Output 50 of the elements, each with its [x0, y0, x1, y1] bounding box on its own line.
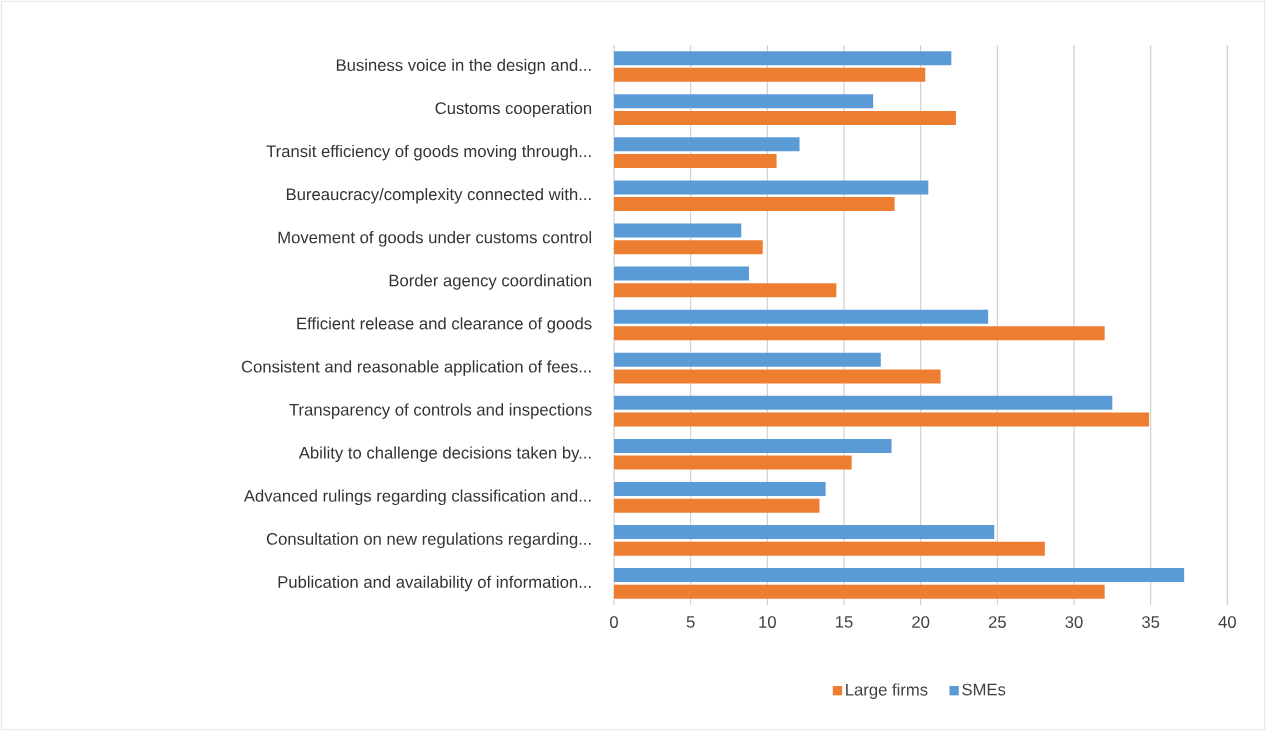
bar [614, 154, 777, 169]
y-tick-label: Consistent and reasonable application of fees... [241, 360, 591, 376]
x-tick-label: 30 [1065, 616, 1083, 628]
y-tick-label: Business voice in the design and... [336, 58, 591, 75]
bar [614, 94, 874, 109]
x-tick-label: 40 [1218, 616, 1236, 628]
bar [614, 525, 995, 540]
bar [614, 568, 1185, 583]
bar [614, 110, 956, 125]
bar [614, 67, 926, 82]
x-tick-label: 5 [686, 616, 695, 628]
bar [614, 541, 1045, 556]
bar [614, 584, 1105, 599]
bar [614, 352, 881, 367]
x-tick-label: 10 [759, 616, 776, 628]
bar [614, 180, 929, 195]
y-tick-label: Efficient release and clearance of goods [297, 317, 592, 333]
x-tick-label: 25 [988, 616, 1006, 628]
bar [614, 369, 941, 384]
bar [614, 438, 892, 453]
y-tick-label: Publication and availability of information... [278, 575, 591, 592]
y-tick-label: Bureaucracy/complexity connected with... [286, 187, 591, 204]
bar [614, 197, 895, 212]
legend-label: SMEs [962, 683, 1006, 696]
y-tick-label: Advanced rulings regarding classification and... [243, 489, 591, 506]
bar [614, 455, 852, 470]
bar [614, 51, 952, 66]
bar [614, 240, 763, 255]
y-tick-label: Movement of goods under customs control [278, 231, 592, 247]
bar [614, 498, 820, 513]
x-tick-label: 35 [1142, 616, 1160, 628]
x-tick-label: 15 [836, 616, 853, 628]
legend-label: Large firms [846, 683, 928, 699]
x-tick-label: 20 [912, 616, 930, 628]
bar [614, 309, 989, 324]
bar [614, 412, 1150, 427]
bar [614, 481, 826, 496]
y-tick-label: Customs cooperation [435, 101, 592, 118]
y-tick-label: Consultation on new regulations regarding... [266, 532, 591, 549]
bar [614, 326, 1105, 341]
bar [614, 283, 837, 298]
bar [614, 266, 749, 281]
y-tick-label: Transit efficiency of goods moving through... [266, 144, 591, 161]
y-tick-label: Ability to challenge decisions taken by... [298, 446, 591, 462]
y-tick-label: Border agency coordination [389, 274, 592, 290]
x-tick-label: 0 [610, 616, 618, 628]
bar [614, 223, 742, 238]
y-tick-label: Transparency of controls and inspections [289, 403, 592, 419]
bar [614, 137, 800, 152]
bar [614, 395, 1113, 410]
